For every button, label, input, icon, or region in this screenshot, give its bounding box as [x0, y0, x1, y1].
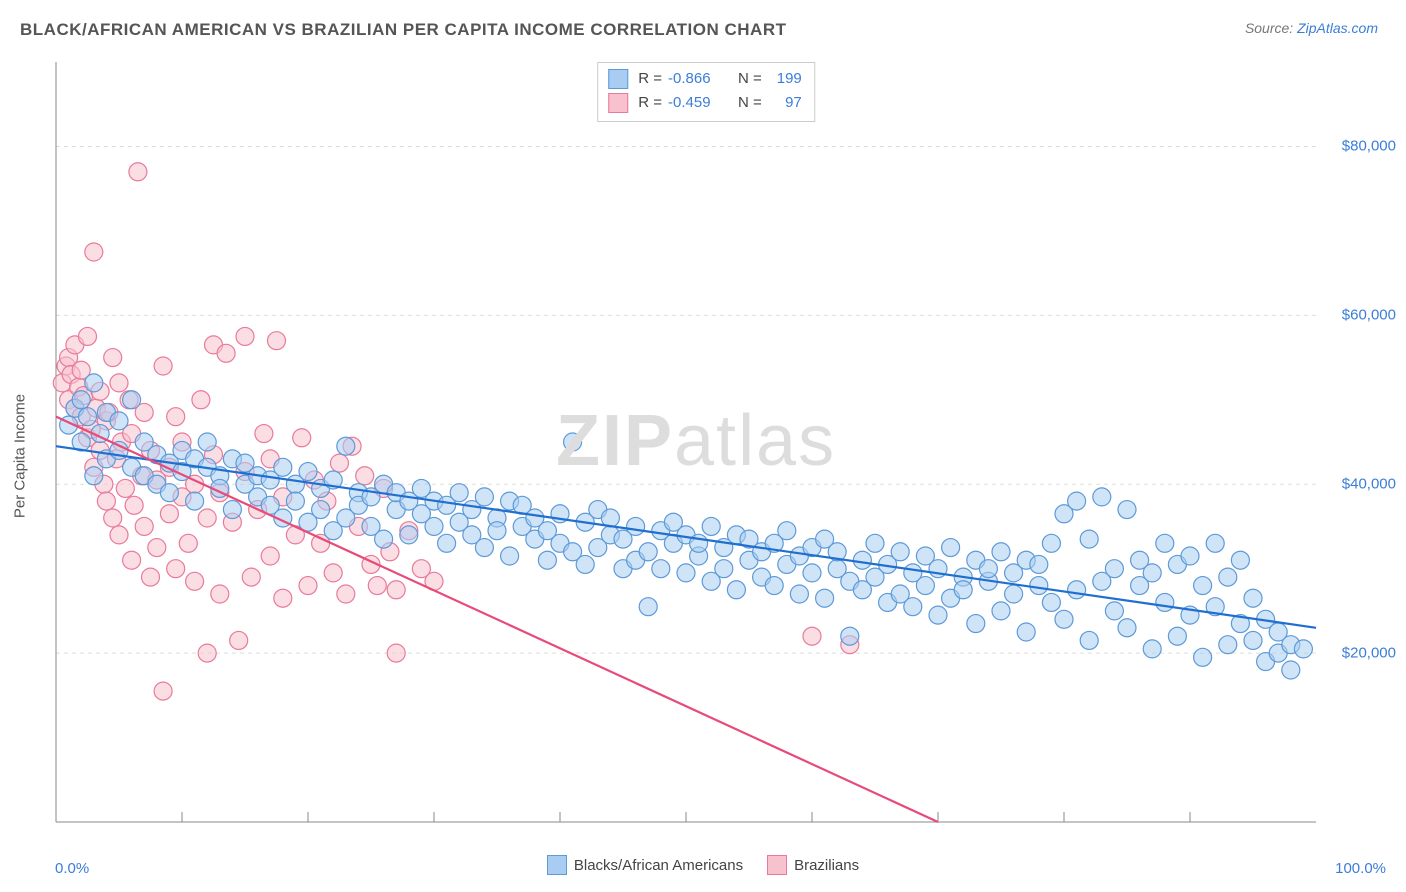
y-tick-label: $80,000 — [1342, 138, 1396, 155]
stats-n-value: 199 — [768, 67, 802, 91]
legend-item: Blacks/African Americans — [547, 855, 743, 875]
legend-label: Blacks/African Americans — [574, 857, 743, 874]
stats-n-value: 97 — [768, 91, 802, 115]
legend-label: Brazilians — [794, 857, 859, 874]
stats-n-label: N = — [738, 91, 762, 115]
chart-title: BLACK/AFRICAN AMERICAN VS BRAZILIAN PER … — [20, 20, 786, 39]
correlation-stats-box: R = -0.866 N = 199 R = -0.459 N = 97 — [597, 62, 815, 122]
header: BLACK/AFRICAN AMERICAN VS BRAZILIAN PER … — [20, 20, 1386, 50]
stats-swatch — [608, 93, 628, 113]
legend-bottom: Blacks/African Americans Brazilians — [0, 855, 1406, 880]
stats-r-label: R = — [638, 91, 662, 115]
stats-swatch — [608, 69, 628, 89]
legend-swatch — [767, 855, 787, 875]
y-tick-label: $20,000 — [1342, 645, 1396, 662]
stats-r-label: R = — [638, 67, 662, 91]
chart-container: BLACK/AFRICAN AMERICAN VS BRAZILIAN PER … — [0, 0, 1406, 892]
chart-area: Per Capita Income ZIPatlas R = -0.866N =… — [16, 60, 1396, 852]
source-citation: Source: ZipAtlas.com — [1245, 20, 1378, 36]
source-prefix: Source: — [1245, 20, 1297, 36]
legend-item: Brazilians — [767, 855, 859, 875]
y-tick-label: $60,000 — [1342, 307, 1396, 324]
stats-r-value: -0.866 — [668, 67, 726, 91]
y-axis-label: Per Capita Income — [12, 394, 29, 518]
y-tick-label: $40,000 — [1342, 476, 1396, 493]
legend-swatch — [547, 855, 567, 875]
stats-r-value: -0.459 — [668, 91, 726, 115]
scatter-chart — [16, 60, 1396, 852]
stats-n-label: N = — [738, 67, 762, 91]
source-link[interactable]: ZipAtlas.com — [1297, 20, 1378, 36]
stats-row-pink: R = -0.459 N = 97 — [608, 91, 802, 115]
stats-row-blue: R = -0.866 N = 199 — [608, 67, 802, 91]
